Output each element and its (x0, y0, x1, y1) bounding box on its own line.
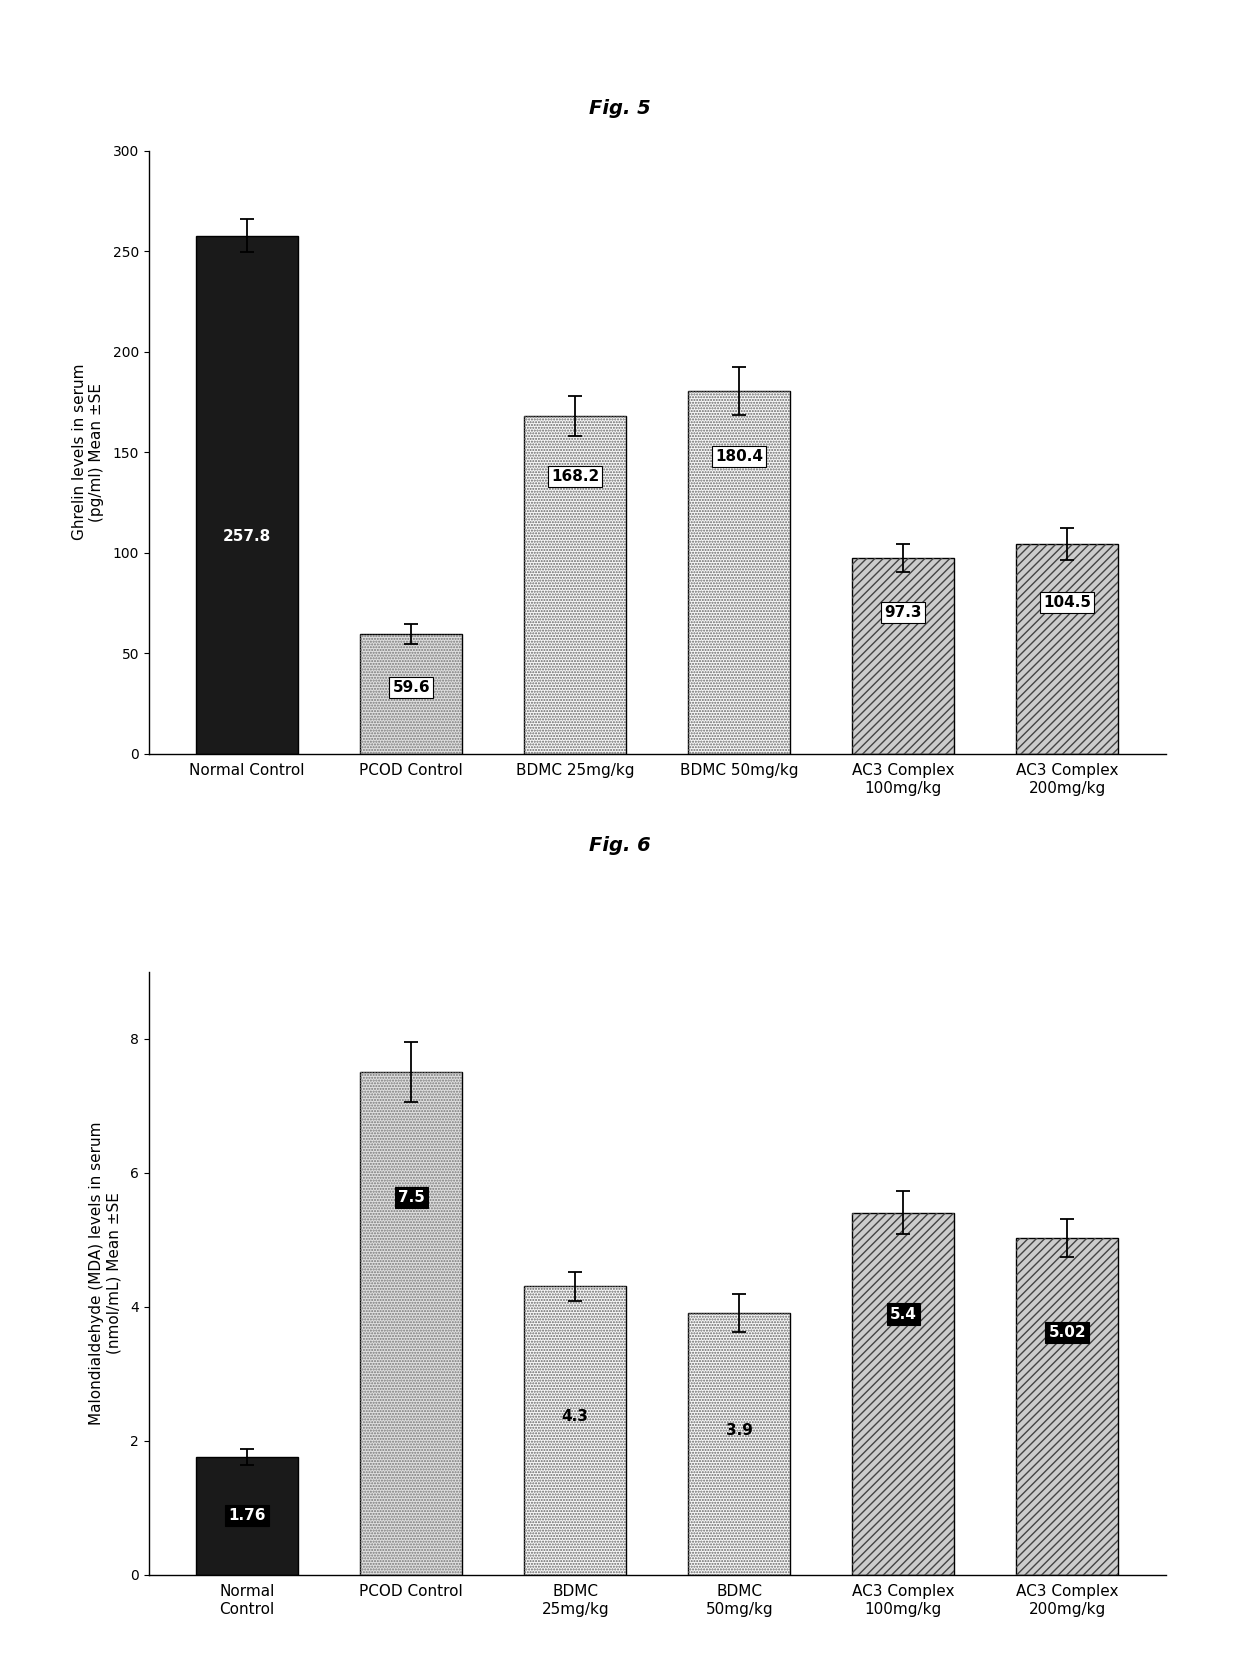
Text: 5.4: 5.4 (890, 1306, 916, 1322)
Bar (525, 415, 626, 754)
Bar (361, 1072, 463, 1574)
Bar (361, 1072, 463, 1574)
Bar (688, 1313, 790, 1574)
Text: 3.9: 3.9 (725, 1424, 753, 1439)
Bar (852, 558, 954, 754)
Bar (688, 1313, 790, 1574)
Bar (1017, 1238, 1118, 1574)
Text: 104.5: 104.5 (1043, 595, 1091, 610)
Bar (688, 392, 790, 754)
Text: 97.3: 97.3 (884, 605, 923, 620)
Bar (1017, 544, 1118, 754)
Text: 180.4: 180.4 (715, 449, 763, 464)
Bar (852, 558, 954, 754)
Bar (525, 1286, 626, 1574)
Text: 168.2: 168.2 (551, 469, 599, 484)
Bar (688, 392, 790, 754)
Bar (852, 1213, 954, 1574)
Bar (525, 1286, 626, 1574)
Text: 257.8: 257.8 (223, 529, 272, 544)
Bar (361, 633, 463, 754)
Bar (361, 633, 463, 754)
Text: 59.6: 59.6 (392, 680, 430, 695)
Text: 1.76: 1.76 (228, 1508, 265, 1523)
Text: 7.5: 7.5 (398, 1191, 424, 1204)
Bar (852, 1213, 954, 1574)
Text: Fig. 5: Fig. 5 (589, 99, 651, 119)
Bar (1017, 544, 1118, 754)
Bar (196, 236, 298, 754)
Text: 5.02: 5.02 (1048, 1325, 1086, 1340)
Text: 4.3: 4.3 (562, 1409, 589, 1424)
Bar (1017, 1238, 1118, 1574)
Text: Fig. 6: Fig. 6 (589, 836, 651, 856)
Y-axis label: Malondialdehyde (MDA) levels in serum
(nmol/mL) Mean ±SE: Malondialdehyde (MDA) levels in serum (n… (89, 1121, 122, 1425)
Bar (196, 1457, 298, 1574)
Y-axis label: Ghrelin levels in serum
(pg/ml) Mean ±SE: Ghrelin levels in serum (pg/ml) Mean ±SE (72, 363, 104, 541)
Bar (525, 415, 626, 754)
